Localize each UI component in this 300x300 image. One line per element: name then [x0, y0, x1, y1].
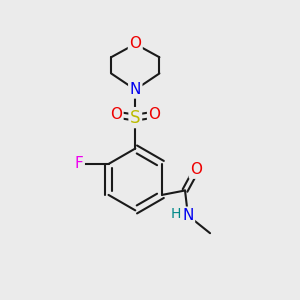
Text: O: O — [148, 107, 160, 122]
Text: O: O — [129, 37, 141, 52]
Text: N: N — [130, 82, 141, 97]
Text: N: N — [182, 208, 194, 223]
Text: O: O — [190, 162, 202, 177]
Text: H: H — [170, 207, 181, 221]
Text: F: F — [75, 157, 83, 172]
Text: S: S — [130, 109, 140, 127]
Text: O: O — [110, 107, 122, 122]
